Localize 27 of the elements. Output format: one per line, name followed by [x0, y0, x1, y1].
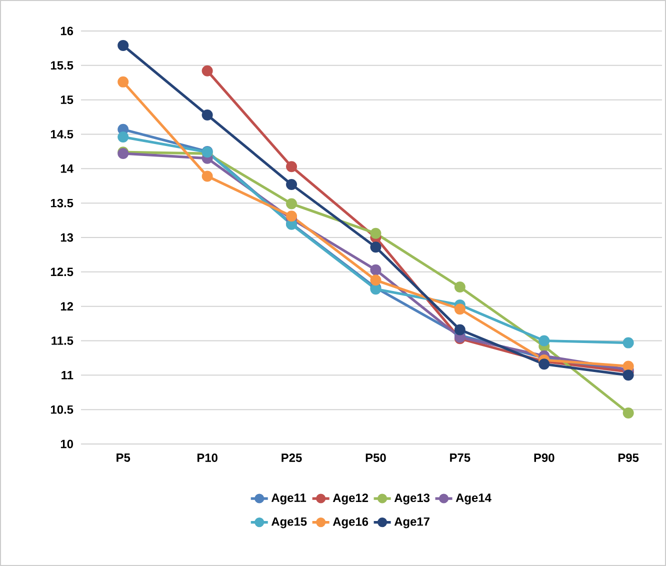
y-tick-label: 10.5 — [50, 405, 74, 414]
y-tick-label: 13.5 — [50, 198, 74, 208]
y-tick-label: 15 — [60, 96, 74, 104]
x-tick-label: P25 — [282, 454, 302, 462]
x-tick-label: P95 — [618, 454, 639, 462]
legend-label: Age16 — [332, 517, 368, 528]
legend-label: Age12 — [332, 494, 368, 504]
y-tick-label: 12 — [60, 302, 74, 310]
legend-label: Age14 — [456, 494, 492, 504]
y-tick-label: 14 — [60, 164, 74, 173]
y-tick-label: 12.5 — [50, 268, 74, 276]
legend-label: Age17 — [394, 517, 430, 528]
y-tick-label: 11.5 — [52, 336, 74, 345]
x-tick-label: P50 — [366, 454, 386, 462]
y-tick-label: 15.5 — [50, 61, 74, 70]
y-tick-label: 14.5 — [50, 130, 74, 138]
x-tick-label: P10 — [197, 454, 218, 462]
x-tick-label: P5 — [116, 454, 130, 462]
x-tick-label: P90 — [534, 454, 554, 462]
y-tick-label: 10 — [60, 440, 73, 448]
y-tick-label: 13 — [60, 233, 74, 242]
legend-label: Age13 — [394, 494, 430, 504]
legend-label: Age15 — [271, 517, 307, 528]
x-tick-label: P75 — [450, 454, 470, 462]
legend-label: Age11 — [271, 494, 306, 504]
y-tick-label: 11 — [62, 371, 74, 380]
y-tick-label: 16 — [60, 26, 74, 36]
